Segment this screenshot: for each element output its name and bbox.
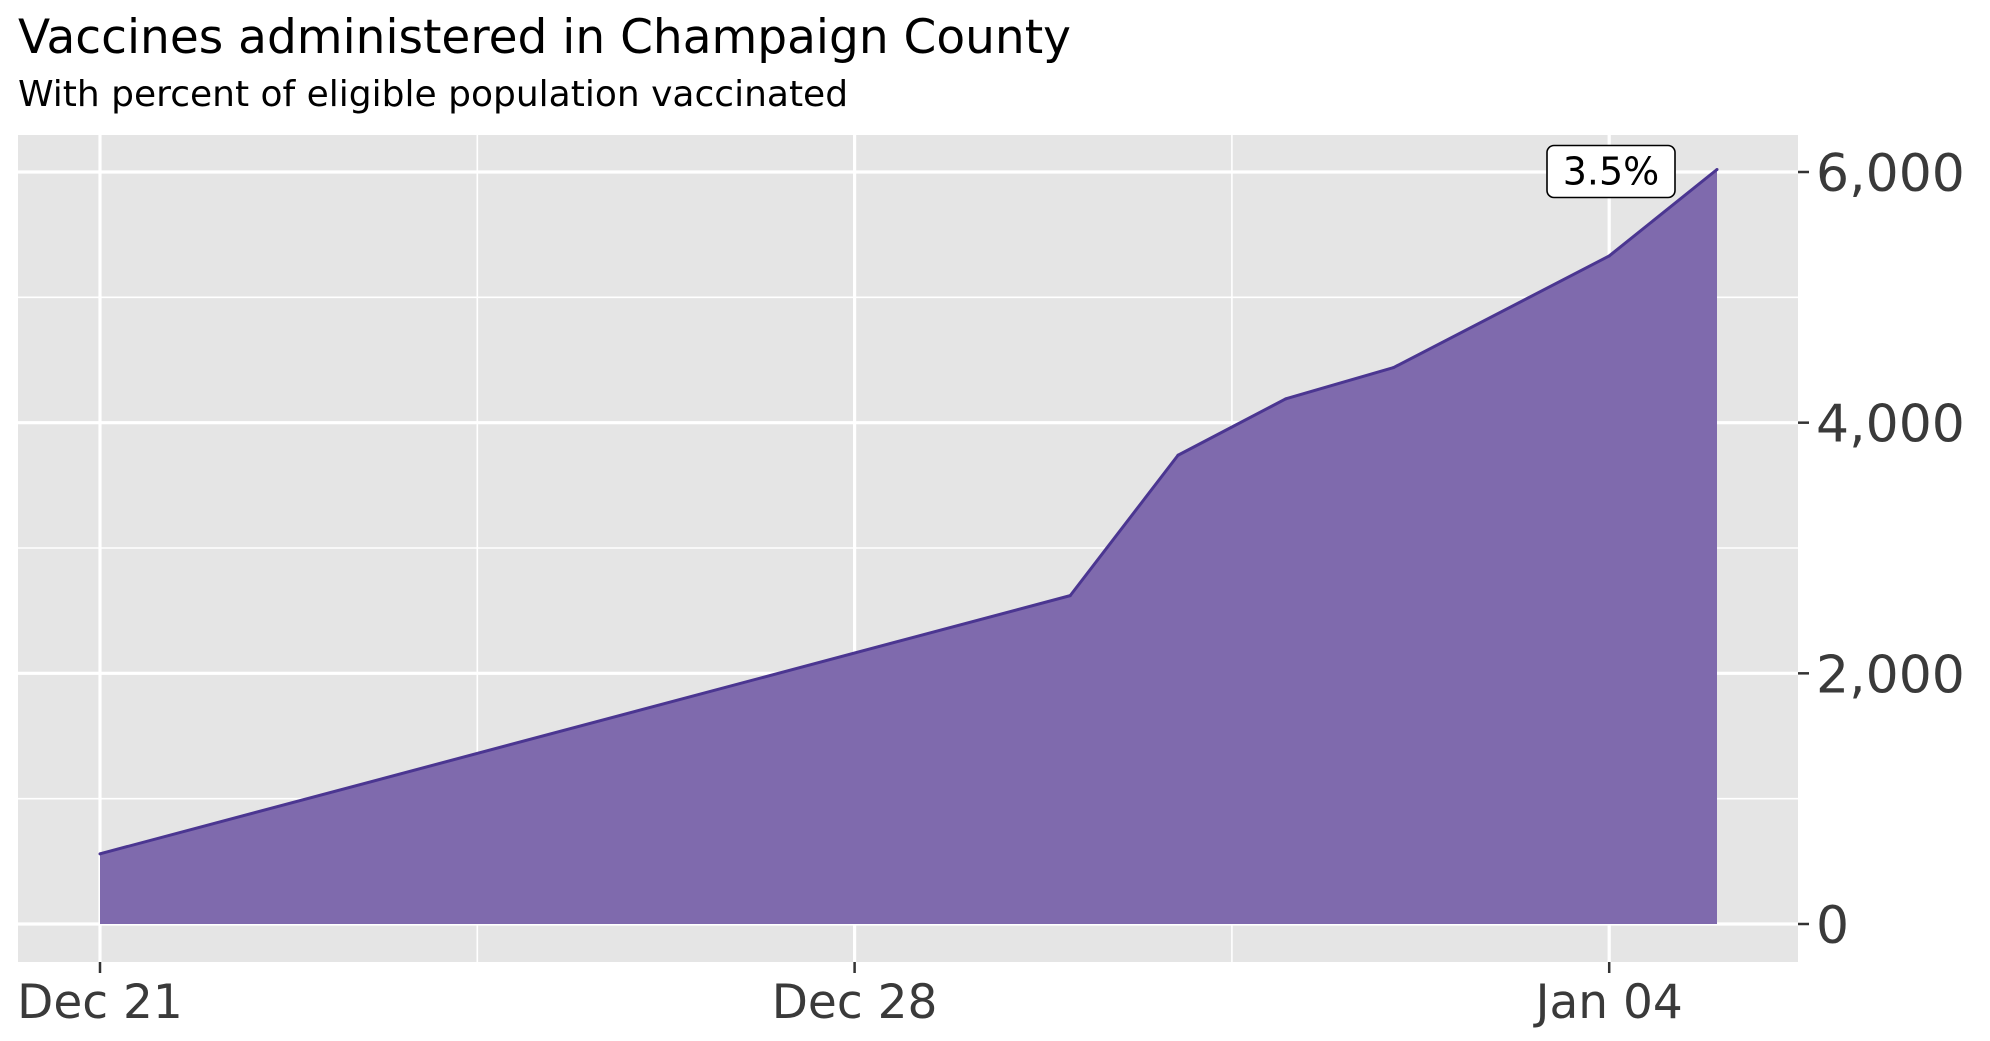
vaccines-area [100,169,1717,924]
data-points [98,167,1719,856]
x-tick-label: Jan 04 [1533,975,1683,1030]
y-axis: 0 2,000 4,000 6,000 [1798,144,1965,956]
y-tick-label: 0 [1816,896,1849,956]
chart-subtitle: With percent of eligible population vacc… [18,74,849,115]
y-tick-label: 4,000 [1816,395,1965,455]
data-point [98,852,102,856]
x-tick-label: Dec 21 [17,975,183,1030]
data-point [1068,594,1072,598]
data-point [1715,167,1719,171]
data-point [1176,453,1180,457]
percent-annotation: 3.5% [1546,144,1676,199]
annotation-label: 3.5% [1563,149,1660,193]
data-point [1607,254,1611,258]
annotation-box [1546,144,1676,199]
y-tick-label: 2,000 [1816,645,1965,705]
data-point [1284,397,1288,401]
y-tick-label: 6,000 [1816,144,1965,204]
x-axis: Dec 21 Dec 28 Jan 04 [17,962,1683,1030]
data-point [1392,366,1396,370]
chart-title: Vaccines administered in Champaign Count… [18,10,1071,65]
x-tick-label: Dec 28 [772,975,938,1030]
